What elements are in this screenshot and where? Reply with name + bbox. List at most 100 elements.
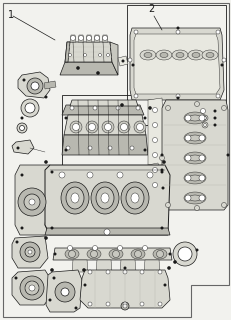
Polygon shape	[143, 260, 159, 272]
Circle shape	[175, 30, 179, 34]
Polygon shape	[12, 140, 34, 154]
Ellipse shape	[171, 50, 187, 60]
Circle shape	[70, 36, 75, 41]
Circle shape	[94, 36, 99, 41]
Circle shape	[152, 123, 157, 127]
Circle shape	[184, 115, 190, 121]
Circle shape	[88, 146, 92, 150]
Circle shape	[215, 30, 219, 34]
Circle shape	[70, 106, 74, 110]
Ellipse shape	[87, 249, 100, 259]
Circle shape	[195, 249, 198, 252]
Circle shape	[135, 106, 139, 110]
Circle shape	[176, 27, 179, 29]
Circle shape	[70, 121, 82, 133]
Polygon shape	[94, 35, 100, 42]
Circle shape	[184, 175, 190, 181]
Circle shape	[129, 146, 134, 150]
Polygon shape	[62, 105, 143, 115]
Circle shape	[106, 53, 109, 57]
Circle shape	[136, 124, 143, 131]
Circle shape	[152, 167, 157, 172]
Ellipse shape	[188, 115, 200, 121]
Polygon shape	[72, 260, 88, 272]
Polygon shape	[193, 108, 211, 114]
Circle shape	[134, 94, 137, 98]
Polygon shape	[65, 42, 70, 62]
Circle shape	[159, 156, 164, 161]
Ellipse shape	[188, 155, 200, 161]
Ellipse shape	[191, 52, 199, 58]
Circle shape	[29, 285, 35, 291]
Circle shape	[201, 115, 207, 121]
Circle shape	[139, 270, 143, 274]
Ellipse shape	[152, 249, 166, 259]
Circle shape	[117, 245, 122, 251]
Circle shape	[106, 302, 109, 306]
Circle shape	[44, 236, 48, 240]
Circle shape	[68, 251, 75, 258]
Polygon shape	[118, 56, 128, 66]
Circle shape	[156, 251, 163, 258]
Circle shape	[146, 172, 152, 178]
Circle shape	[90, 251, 97, 258]
Ellipse shape	[121, 182, 148, 214]
Circle shape	[120, 124, 127, 131]
Circle shape	[83, 53, 86, 57]
Ellipse shape	[131, 249, 144, 259]
Text: 2: 2	[147, 4, 154, 14]
Circle shape	[121, 302, 128, 310]
Circle shape	[72, 124, 79, 131]
Circle shape	[143, 116, 146, 119]
Polygon shape	[161, 100, 227, 210]
Polygon shape	[78, 35, 84, 42]
Circle shape	[16, 147, 19, 149]
Bar	[62, 95, 165, 205]
Circle shape	[198, 195, 204, 201]
Polygon shape	[129, 28, 223, 100]
Circle shape	[64, 148, 67, 151]
Circle shape	[213, 116, 216, 119]
Circle shape	[221, 203, 225, 207]
Ellipse shape	[183, 192, 205, 204]
Circle shape	[177, 247, 191, 261]
Circle shape	[184, 195, 190, 201]
Circle shape	[82, 268, 85, 272]
Ellipse shape	[188, 135, 200, 141]
Polygon shape	[53, 248, 171, 260]
Circle shape	[78, 36, 83, 41]
Circle shape	[134, 30, 137, 34]
Circle shape	[157, 270, 161, 274]
Circle shape	[25, 281, 39, 295]
Circle shape	[86, 36, 91, 41]
Circle shape	[120, 103, 123, 107]
Ellipse shape	[65, 249, 79, 259]
Circle shape	[116, 172, 122, 178]
Circle shape	[160, 171, 163, 173]
Polygon shape	[60, 62, 118, 75]
Circle shape	[157, 302, 161, 306]
Circle shape	[173, 260, 176, 264]
Circle shape	[160, 154, 163, 156]
Circle shape	[96, 71, 99, 75]
Circle shape	[213, 124, 216, 126]
Ellipse shape	[183, 112, 205, 124]
Ellipse shape	[201, 50, 217, 60]
Circle shape	[198, 155, 204, 161]
Circle shape	[15, 241, 18, 244]
Polygon shape	[147, 163, 159, 177]
Circle shape	[148, 106, 151, 110]
Circle shape	[104, 124, 111, 131]
Polygon shape	[147, 181, 161, 194]
Circle shape	[152, 138, 157, 142]
Polygon shape	[109, 42, 118, 75]
Circle shape	[142, 245, 147, 251]
Circle shape	[98, 53, 101, 57]
Circle shape	[143, 148, 146, 151]
Circle shape	[225, 154, 228, 156]
Circle shape	[53, 252, 56, 255]
Ellipse shape	[188, 195, 200, 201]
Circle shape	[168, 252, 171, 255]
Polygon shape	[80, 270, 169, 308]
Polygon shape	[102, 35, 108, 42]
